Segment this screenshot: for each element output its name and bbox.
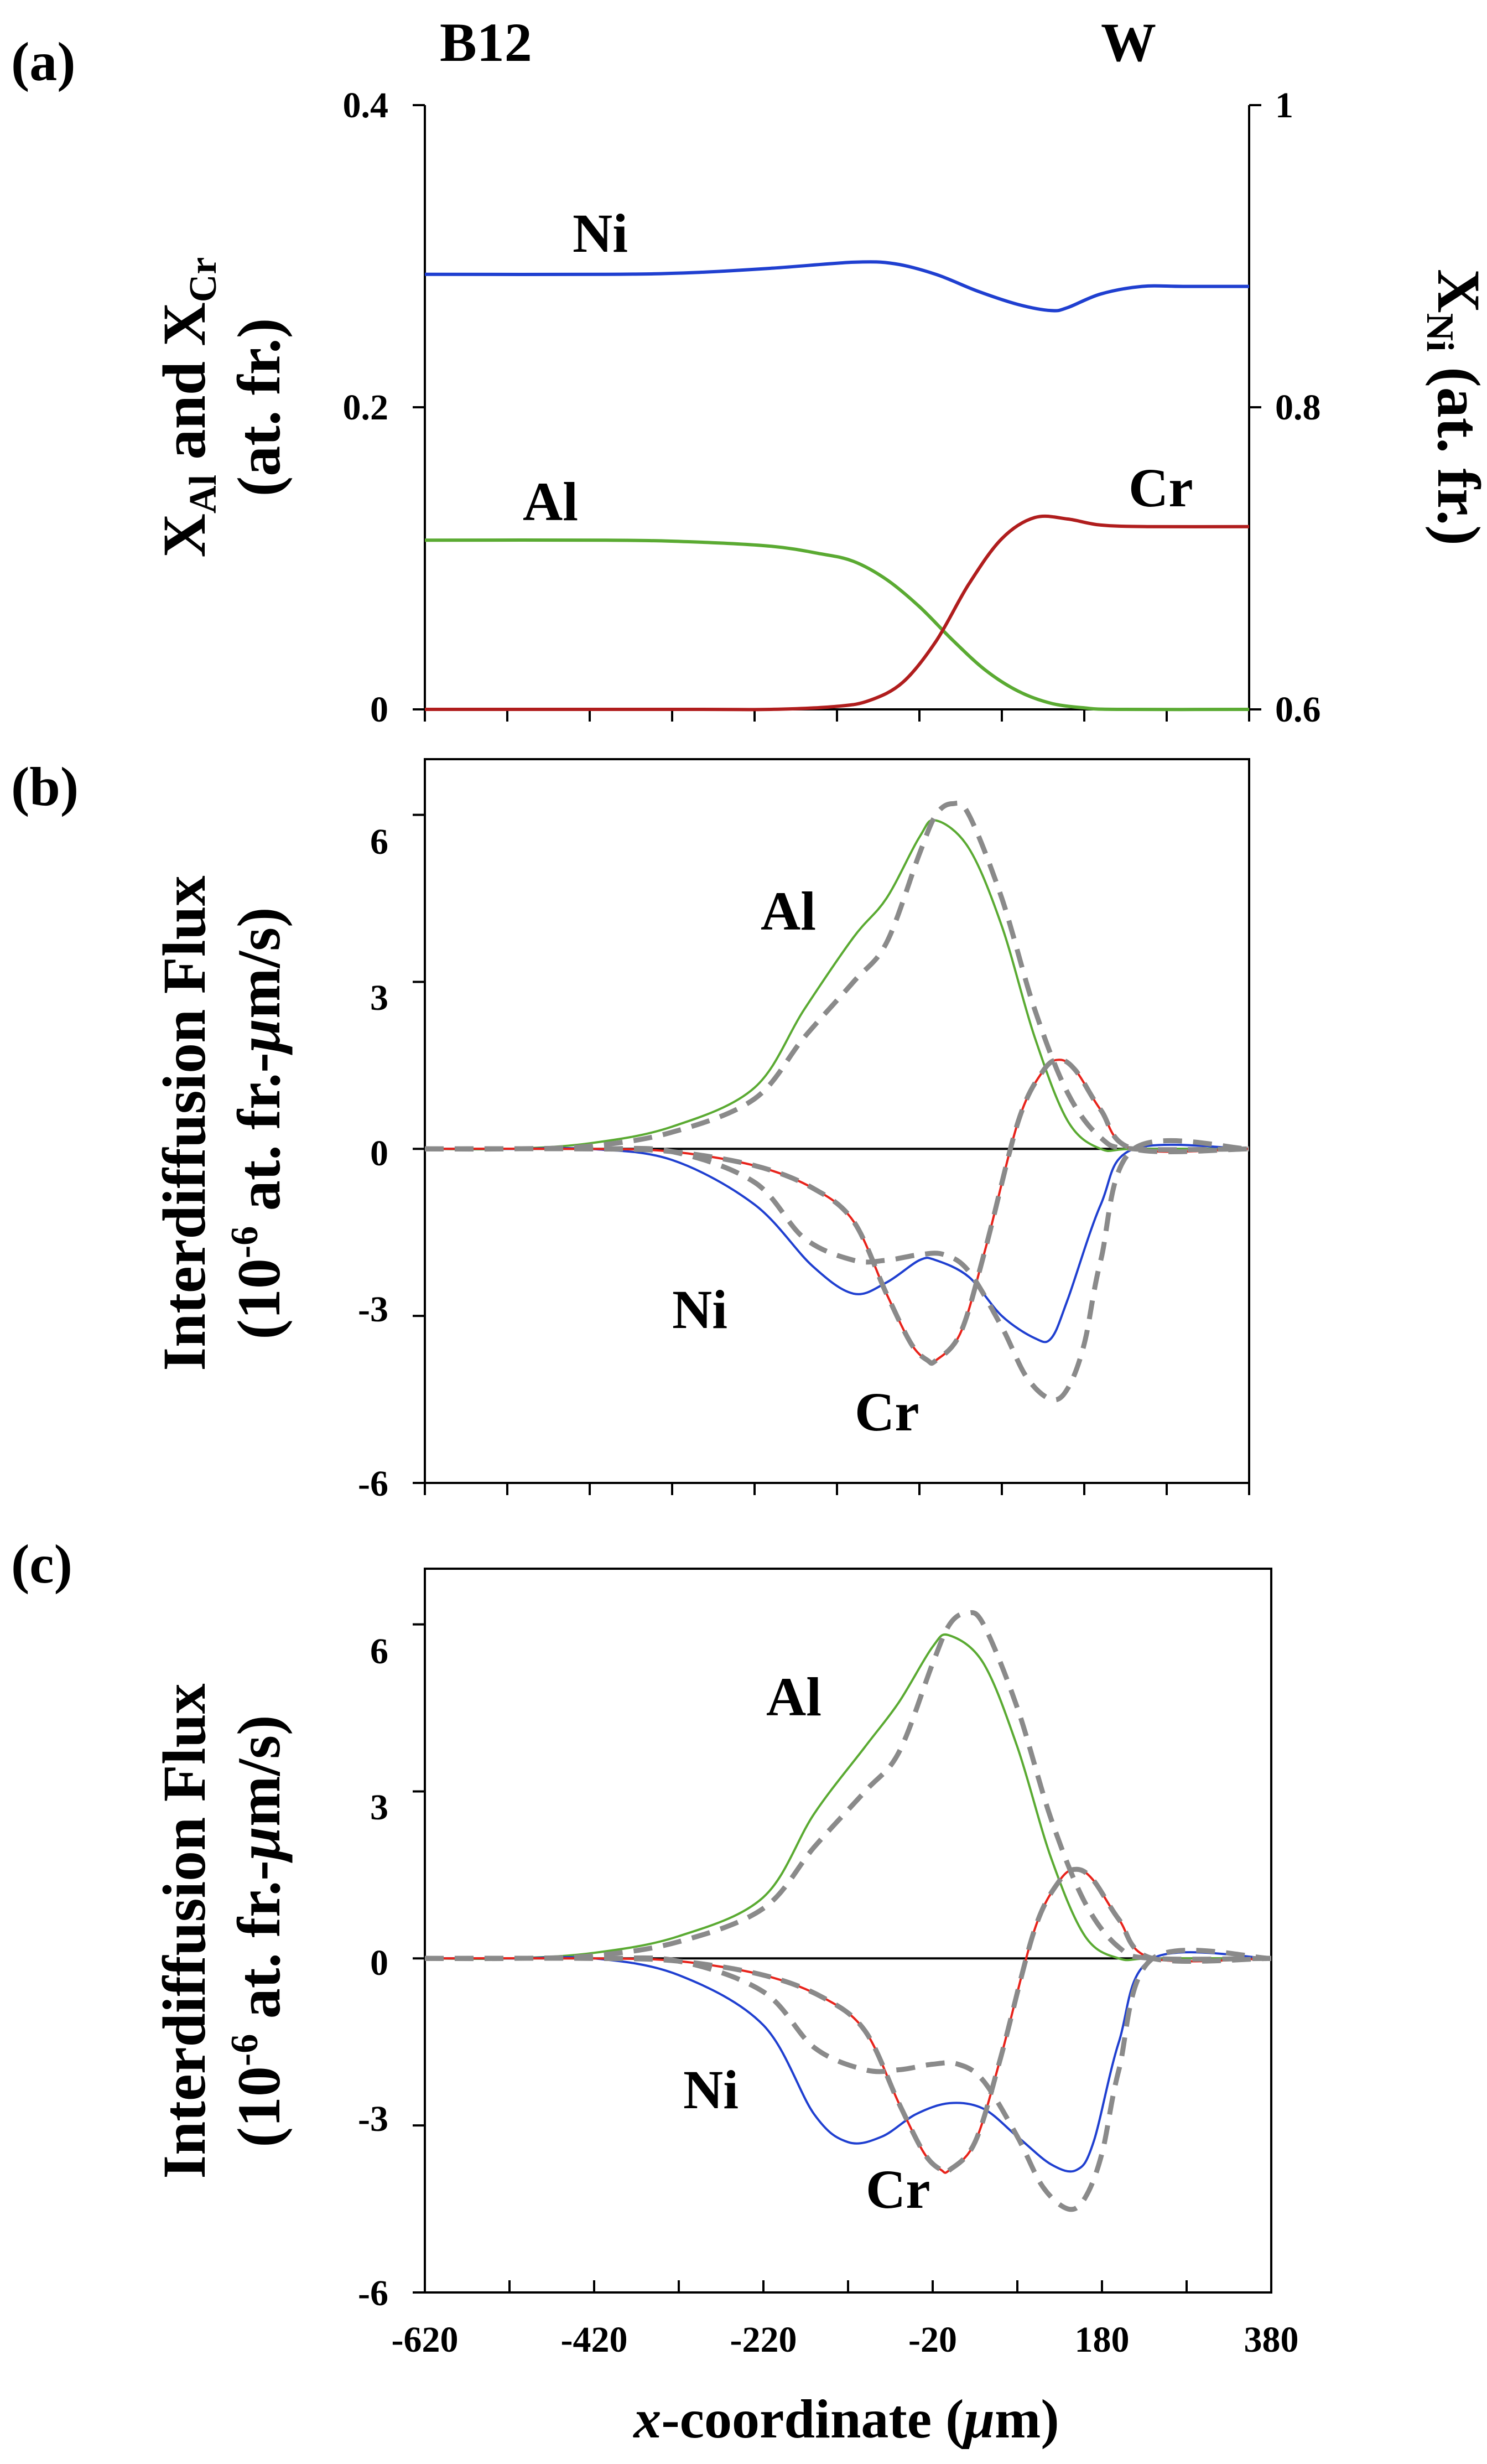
x-tick-label: -420: [561, 2320, 628, 2360]
y-tick-label: -6: [358, 1464, 388, 1504]
panel-a-label: (a): [11, 31, 76, 92]
series-label-al: Al: [766, 1666, 822, 1728]
y-axis-label-line2: (10-6 at. fr.-μm/s): [223, 1715, 293, 2147]
y-tick-label: 6: [370, 822, 388, 862]
series-line-al: [424, 819, 1249, 1153]
series-label-ni: Ni: [672, 1279, 727, 1340]
y-tick-label: 0.4: [343, 85, 389, 126]
series-line-al-dashed: [424, 1610, 1272, 1962]
x-tick-label: 180: [1075, 2320, 1130, 2360]
y2-tick-label: 0.6: [1275, 689, 1321, 730]
series-label-al: Al: [761, 880, 816, 942]
y-axis-label-a: XAl and XCr (at. fr.): [150, 257, 293, 558]
y-axis-label-line1: Interdiffusion Flux: [150, 1683, 218, 2178]
series-label-ni: Ni: [573, 203, 628, 264]
plot-area-b: [413, 800, 1250, 1495]
series-line-ni-dashed: [424, 1947, 1272, 2212]
x-tick-label: 380: [1244, 2320, 1299, 2360]
y-tick-label: 0.2: [343, 387, 389, 428]
series-line-al: [424, 1633, 1271, 1962]
panel-c: (c) 6 3 0 -3 -6 Interdiffusion Flux (10-…: [11, 1533, 1299, 2450]
y-tick-label: 0: [370, 689, 388, 730]
panel-b-label: (b): [11, 756, 79, 817]
panel-c-label: (c): [11, 1533, 72, 1595]
y-tick-label: 0: [370, 1133, 388, 1174]
y-axis-label-line1: XAl and XCr: [150, 257, 225, 558]
series-line-cr-dashed: [424, 1866, 1272, 2176]
plot-frame-b: [424, 758, 1250, 1484]
series-line-ni: [424, 260, 1249, 313]
y-tick-label: 0: [370, 1943, 388, 1983]
panel-b: (b) 6 3 0 -3 -6 Interdiffusion Flux (10-…: [11, 756, 1250, 1504]
y-axis-label-b: Interdiffusion Flux (10-6 at. fr.-μm/s): [150, 875, 293, 1371]
series-line-ni: [424, 1143, 1250, 1343]
series-label-ni: Ni: [683, 2059, 739, 2120]
series-line-cr-dashed: [424, 1057, 1250, 1366]
y-tick-label: 3: [370, 978, 388, 1018]
y-tick-label: -6: [358, 2273, 388, 2313]
y2-tick-label: 0.8: [1275, 387, 1321, 428]
y-tick-label: -3: [358, 1289, 388, 1330]
plot-frame-c: [424, 1568, 1272, 2294]
y-axis-label-line2: (at. fr.): [225, 318, 293, 497]
x-tick-label: -220: [730, 2320, 797, 2360]
series-line-cr: [424, 1868, 1272, 2174]
y-axis-label-c: Interdiffusion Flux (10-6 at. fr.-μm/s): [150, 1683, 293, 2178]
x-tick-label: -620: [392, 2320, 459, 2360]
y2-axis-label-a: XNi (at. fr.): [1418, 269, 1487, 546]
series-label-cr: Cr: [1129, 457, 1193, 518]
y-axis-label-line2: (10-6 at. fr.-μm/s): [223, 907, 293, 1339]
y-axis-label-line1: Interdiffusion Flux: [150, 875, 218, 1371]
x-tick-label: -20: [908, 2320, 957, 2360]
series-line-cr: [424, 1059, 1250, 1365]
top-right-label: W: [1101, 12, 1156, 73]
panel-a: (a) B12 W 0.4 0.2 0 1 0.8 0.6 XAl and XC…: [11, 12, 1487, 730]
series-line-al: [424, 538, 1250, 712]
y-tick-label: 3: [370, 1787, 388, 1828]
x-axis-label: x-coordinate (μm): [632, 2388, 1059, 2450]
series-line-al-dashed: [424, 800, 1250, 1153]
series-line-ni: [425, 1951, 1272, 2173]
plot-area-a: [413, 104, 1261, 722]
top-left-label: B12: [440, 12, 532, 73]
series-line-cr: [425, 514, 1250, 712]
series-label-al: Al: [523, 471, 578, 532]
plot-area-c: [413, 1610, 1272, 2294]
y-tick-label: 6: [370, 1631, 388, 1672]
y-tick-label: -3: [358, 2099, 388, 2139]
series-label-cr: Cr: [866, 2159, 930, 2220]
series-label-cr: Cr: [855, 1381, 919, 1443]
y2-tick-label: 1: [1275, 85, 1293, 126]
series-line-ni-dashed: [424, 1138, 1250, 1403]
